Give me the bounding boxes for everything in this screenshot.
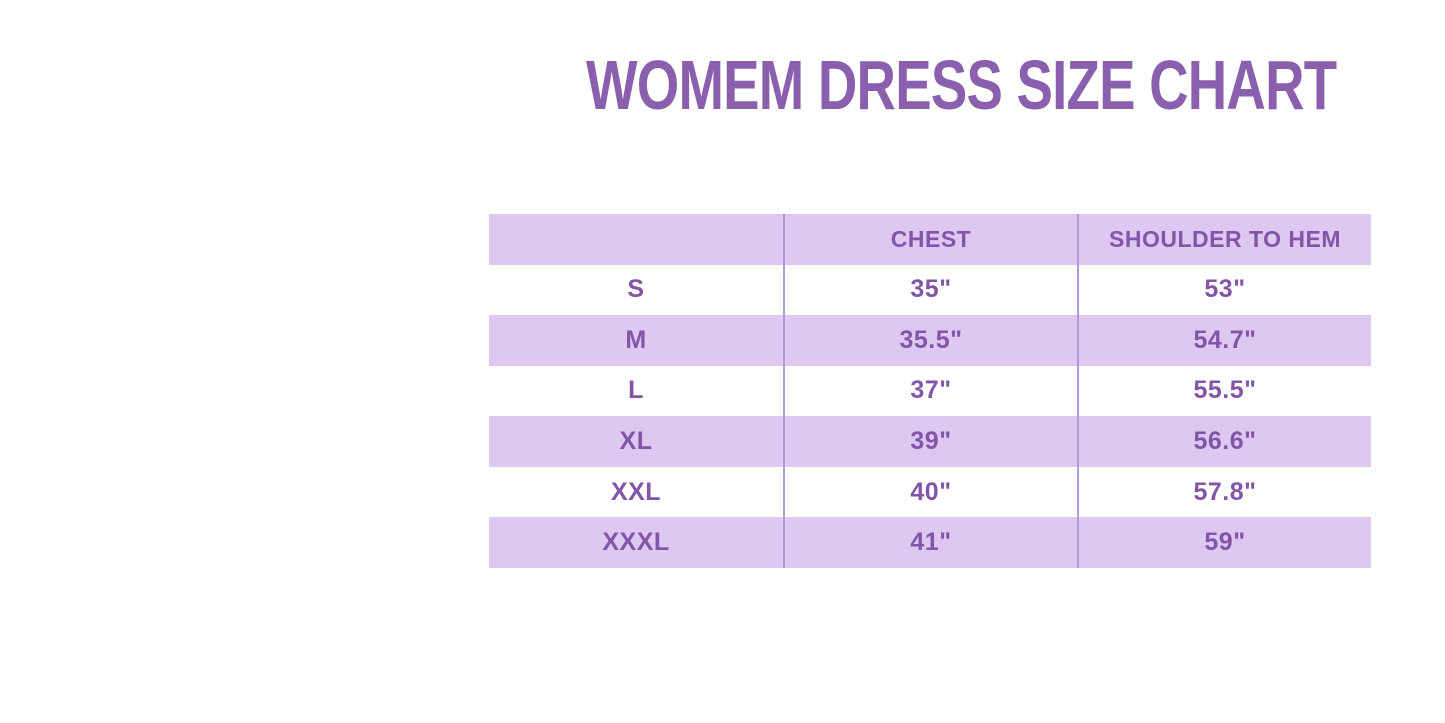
page-title: WOMEM DRESS SIZE CHART <box>586 46 1337 124</box>
table-row-xl: XL 39" 56.6" <box>489 416 1371 467</box>
shoulder-to-hem-value-cell: 57.8" <box>1077 466 1371 518</box>
table-row-l: L 37" 55.5" <box>489 365 1371 417</box>
table-row-m: M 35.5" 54.7" <box>489 315 1371 366</box>
chest-value-cell: 40" <box>783 466 1077 518</box>
shoulder-to-hem-value-cell: 55.5" <box>1077 365 1371 417</box>
size-label-cell: M <box>625 325 647 354</box>
table-row-xxl: XXL 40" 57.8" <box>489 466 1371 518</box>
size-label-cell: L <box>628 376 644 405</box>
chest-value-cell: 37" <box>783 365 1077 417</box>
table-row-s: S 35" 53" <box>489 264 1371 316</box>
chest-value-cell: 39" <box>783 416 1077 467</box>
shoulder-to-hem-value-cell: 59" <box>1077 517 1371 568</box>
size-label-cell: XXXL <box>602 528 670 557</box>
chest-value-cell: 35.5" <box>783 315 1077 366</box>
shoulder-to-hem-value-cell: 56.6" <box>1077 416 1371 467</box>
shoulder-to-hem-value-cell: 54.7" <box>1077 315 1371 366</box>
size-chart-table: CHEST SHOULDER TO HEM S 35" 53" M 35.5" … <box>489 214 1371 568</box>
size-label-cell: XXL <box>610 477 662 506</box>
table-header-row: CHEST SHOULDER TO HEM <box>489 214 1371 265</box>
size-label-cell: XL <box>619 427 653 456</box>
header-cell-shoulder-to-hem: SHOULDER TO HEM <box>1077 214 1371 265</box>
header-cell-chest: CHEST <box>783 214 1077 265</box>
size-label-cell: S <box>627 275 645 304</box>
chest-value-cell: 41" <box>783 517 1077 568</box>
chest-value-cell: 35" <box>783 264 1077 316</box>
header-cell-size <box>489 214 783 265</box>
shoulder-to-hem-value-cell: 53" <box>1077 264 1371 316</box>
table-row-xxxl: XXXL 41" 59" <box>489 517 1371 568</box>
